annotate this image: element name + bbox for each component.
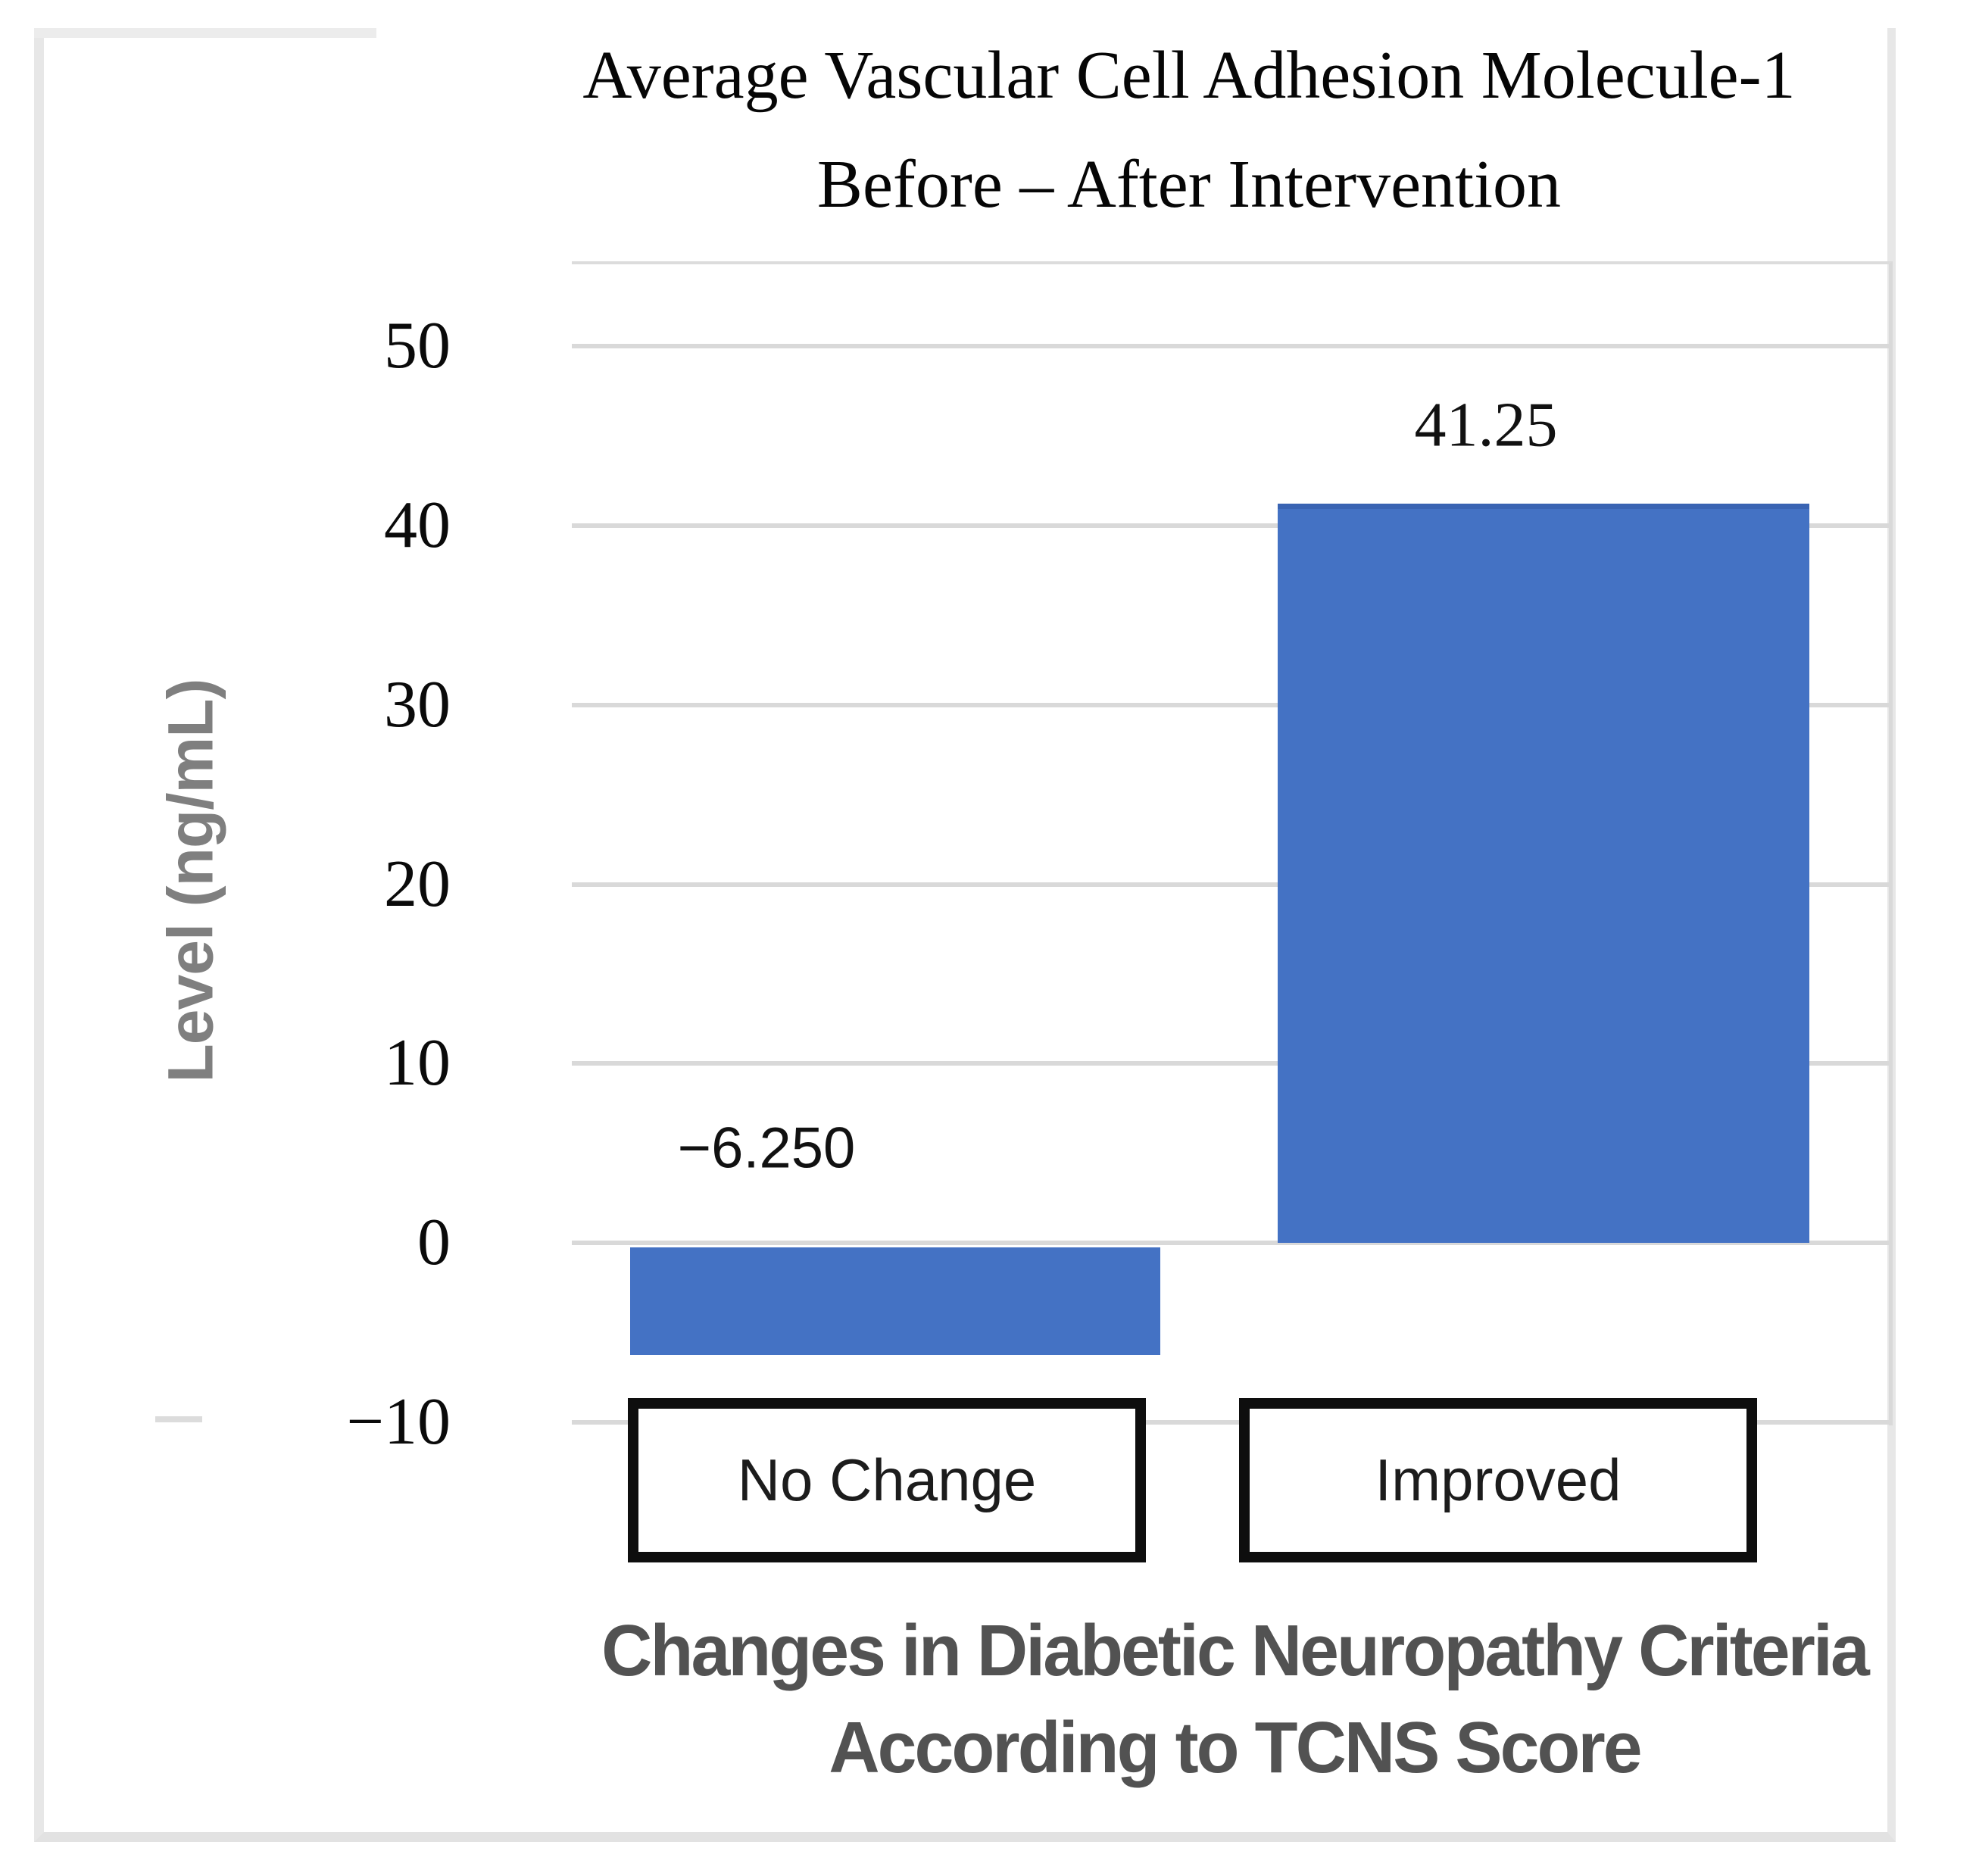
gridline-y-10: [572, 1061, 1889, 1066]
y-tick-label-50: 50: [384, 309, 451, 383]
chart-title: Average Vascular Cell Adhesion Molecule-…: [401, 21, 1977, 239]
gridline-y-20: [572, 882, 1889, 887]
x-axis-title-line1: Changes in Diabetic Neuropathy Criteria: [601, 1610, 1870, 1691]
gridline-y-30: [572, 702, 1889, 707]
y-axis-title: Level (ng/mL): [155, 679, 226, 1083]
gridline-y-0: [572, 1241, 1889, 1246]
x-axis-title-line2: According to TCNS Score: [829, 1707, 1642, 1788]
category-box-improved: Improved: [1239, 1398, 1757, 1562]
chart-title-line1: Average Vascular Cell Adhesion Molecule-…: [582, 38, 1796, 113]
gridline-y-40: [572, 523, 1889, 529]
category-label-no-change: No Change: [737, 1447, 1037, 1513]
category-label-improved: Improved: [1375, 1447, 1622, 1513]
data-label-improved: 41.25: [1414, 389, 1558, 460]
chart-frame-top-segment: [34, 28, 376, 38]
y-tick-label-30: 30: [384, 667, 451, 741]
data-label-no-change: −6.250: [677, 1116, 856, 1181]
x-axis-title: Changes in Diabetic Neuropathy Criteria …: [511, 1603, 1959, 1796]
y-tick-label-20: 20: [384, 847, 451, 921]
bar-no-change: [630, 1247, 1160, 1356]
axis-tick-mark: [155, 1416, 202, 1422]
chart-title-line2: Before – After Intervention: [816, 147, 1562, 222]
gridline-y-−10: [572, 1420, 1889, 1425]
y-tick-label-0: 0: [417, 1206, 451, 1280]
y-tick-label-−10: −10: [346, 1385, 451, 1459]
gridline-y-50: [572, 344, 1889, 349]
y-tick-label-40: 40: [384, 489, 451, 563]
category-box-no-change: No Change: [628, 1398, 1146, 1562]
bar-improved: [1278, 503, 1809, 1244]
y-tick-label-10: 10: [384, 1026, 451, 1100]
plot-area: [572, 261, 1893, 1425]
